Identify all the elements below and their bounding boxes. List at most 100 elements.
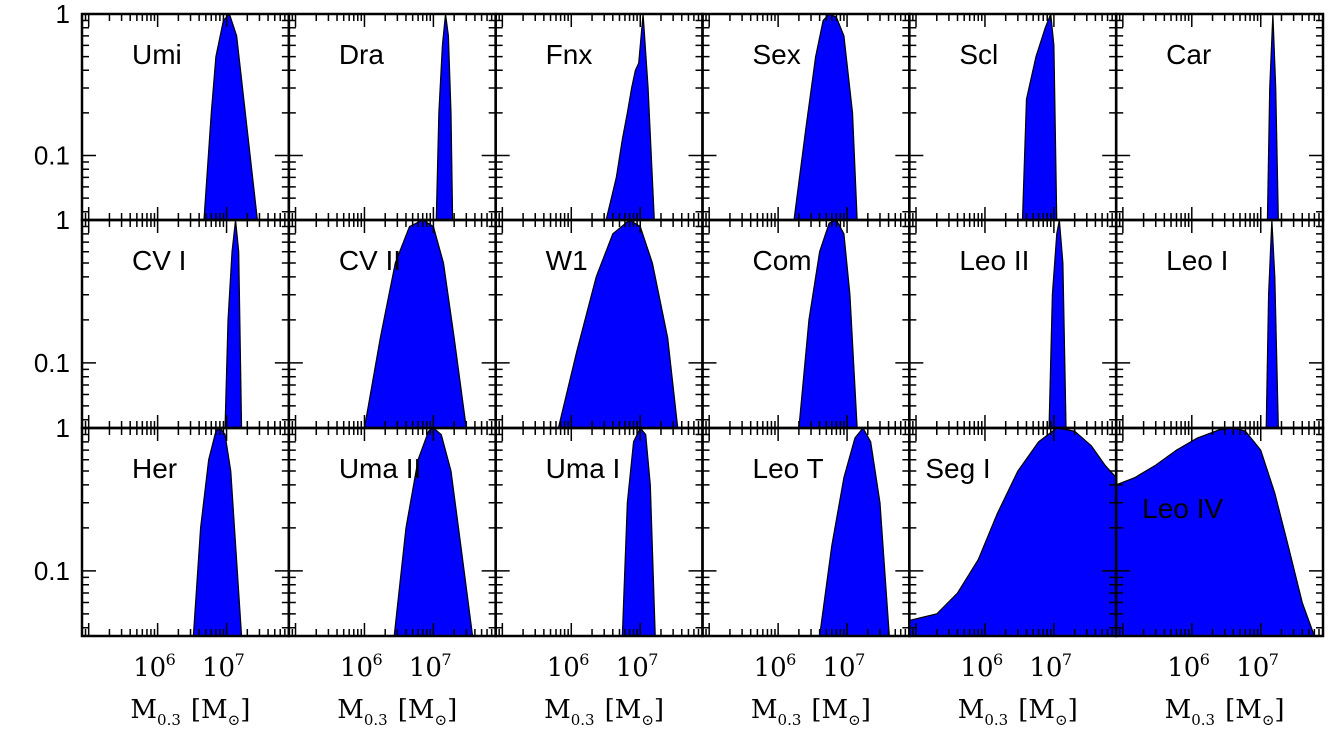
x-tick-label: 10: [960, 653, 993, 683]
panel-umi: Umi: [80, 12, 291, 222]
panel-sex: Sex: [701, 12, 911, 222]
panel-ticks: [494, 13, 704, 220]
x-tick-exponent: 6: [1200, 650, 1210, 669]
distribution-area: [1021, 14, 1058, 220]
distribution-area: [203, 14, 259, 220]
x-tick-label: 10: [754, 653, 787, 683]
panel-ticks: [908, 13, 1117, 220]
panel-fnx: Fnx: [494, 12, 704, 222]
panel-label: CV II: [339, 245, 401, 276]
tick-marks: [494, 13, 704, 220]
x-tick-exponent: 7: [1269, 650, 1279, 669]
panel-frame: [287, 12, 497, 222]
panel-label: Leo I: [1166, 245, 1228, 276]
panel-leo-ii: Leo II: [908, 218, 1118, 430]
panel-leo-iv: Leo IV: [1114, 426, 1325, 638]
x-tick-exponent: 7: [1062, 650, 1072, 669]
y-tick-label: 0.1: [34, 556, 70, 586]
panel-label: Uma I: [546, 453, 621, 484]
x-tick-exponent: 6: [372, 650, 382, 669]
x-axis-title: M0.3 [M⊙]: [751, 695, 871, 729]
panel-label: Sex: [753, 39, 801, 70]
panels: Umi Dra Fnx Sex Scl Car CV I CV II W1 Com Leo II Le…: [80, 12, 1325, 638]
x-tick-label: 10: [1167, 653, 1200, 683]
panel-label: Uma II: [339, 453, 421, 484]
distribution-area: [798, 220, 858, 428]
x-tick-exponent: 6: [166, 650, 176, 669]
tick-marks: [288, 13, 497, 220]
y-tick-label: 0.1: [34, 140, 70, 170]
panel-frame: [1114, 426, 1325, 638]
y-tick-label: 1: [56, 413, 70, 443]
panel-label: Com: [753, 245, 812, 276]
panel-leo-t: Leo T: [701, 426, 911, 638]
distribution-area: [435, 14, 454, 220]
distribution-area: [621, 428, 656, 636]
distribution-area: [363, 220, 467, 428]
x-axis-title: M0.3 [M⊙]: [958, 695, 1078, 729]
x-tick-exponent: 7: [441, 650, 451, 669]
x-tick-exponent: 7: [855, 650, 865, 669]
y-tick-label: 1: [56, 205, 70, 235]
distribution-area: [1266, 14, 1279, 220]
distribution-area: [393, 428, 474, 636]
panel-uma-ii: Uma II: [287, 426, 497, 638]
panel-w1: W1: [494, 218, 704, 430]
panel-ticks: [1115, 13, 1324, 220]
panel-frame: [908, 12, 1118, 222]
x-axis-title: M0.3 [M⊙]: [130, 695, 250, 729]
x-tick-exponent: 7: [235, 650, 245, 669]
panel-label: Dra: [339, 39, 385, 70]
distribution-area: [557, 220, 679, 428]
panel-cv-i: CV I: [80, 218, 291, 430]
x-axis-labels: 10 6 10 7M0.3 [M⊙]10 6 10 7M0.3 [M⊙]10 6 10 7M0.3 [M…: [130, 650, 1284, 729]
panel-leo-i: Leo I: [1114, 218, 1325, 430]
distribution-area: [1265, 220, 1279, 428]
x-tick-label: 10: [340, 653, 373, 683]
panel-cv-ii: CV II: [287, 218, 497, 430]
distribution-area: [793, 14, 858, 220]
tick-marks: [81, 427, 290, 636]
panel-frame: [80, 426, 291, 638]
panel-label: Her: [132, 453, 177, 484]
tick-marks: [81, 13, 290, 220]
panel-car: Car: [1114, 12, 1325, 222]
y-tick-labels: 0.1 1 0.1 1 0.1 1: [34, 0, 70, 586]
x-tick-exponent: 6: [993, 650, 1003, 669]
x-tick-label: 10: [823, 653, 856, 683]
panel-ticks: [288, 13, 497, 220]
panel-scl: Scl: [908, 12, 1118, 222]
x-tick-label: 10: [616, 653, 649, 683]
panel-label: Car: [1166, 39, 1211, 70]
distribution-area: [819, 428, 890, 636]
panel-com: Com: [701, 218, 911, 430]
distribution-area: [1048, 220, 1067, 428]
panel-label: Fnx: [546, 39, 593, 70]
panel-her: Her: [80, 426, 291, 638]
x-tick-label: 10: [409, 653, 442, 683]
panel-frame: [1114, 12, 1325, 222]
tick-marks: [1115, 13, 1324, 220]
panel-label: Umi: [132, 39, 182, 70]
panel-label: Leo T: [753, 453, 824, 484]
panel-frame: [494, 12, 704, 222]
x-tick-label: 10: [1236, 653, 1269, 683]
panel-label: W1: [546, 245, 588, 276]
distribution-area: [192, 428, 243, 636]
x-axis-title: M0.3 [M⊙]: [544, 695, 664, 729]
x-axis-title: M0.3 [M⊙]: [1165, 695, 1285, 729]
x-tick-label: 10: [547, 653, 580, 683]
x-axis-title: M0.3 [M⊙]: [337, 695, 457, 729]
panel-label: Leo IV: [1142, 493, 1223, 524]
x-tick-label: 10: [1029, 653, 1062, 683]
panel-label: Scl: [959, 39, 998, 70]
panel-label: Seg I: [925, 453, 990, 484]
y-tick-label: 0.1: [34, 348, 70, 378]
x-tick-label: 10: [133, 653, 166, 683]
panel-dra: Dra: [287, 12, 497, 222]
y-tick-label: 1: [56, 0, 70, 29]
x-tick-exponent: 6: [579, 650, 589, 669]
distribution-area: [224, 220, 243, 428]
distribution-area: [909, 428, 1117, 636]
panel-ticks: [81, 427, 290, 636]
